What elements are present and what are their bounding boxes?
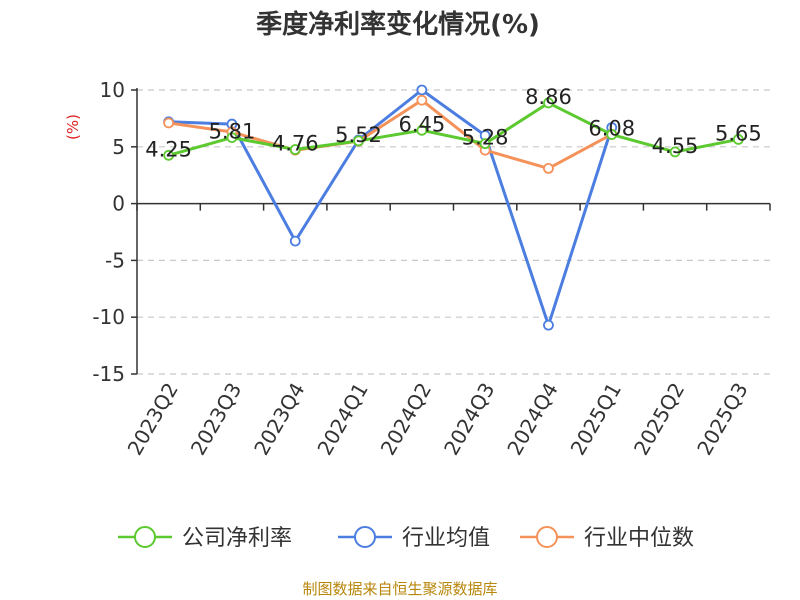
y-axis-label: (%): [64, 114, 82, 140]
series-point: [416, 94, 428, 106]
series-line: [168, 101, 739, 157]
x-tick-label: 2024Q3: [439, 379, 499, 460]
legend-label: 行业均值: [402, 526, 490, 551]
x-tick-label: 2025Q3: [692, 379, 752, 460]
x-tick-label: 2023Q2: [123, 379, 183, 460]
y-tick-label: 0: [112, 192, 125, 216]
series-point: [732, 134, 744, 145]
chart-title: 季度净利率变化情况(%): [256, 9, 540, 40]
y-tick-label: -5: [105, 248, 125, 272]
data-label: 5.81: [209, 120, 256, 144]
series-point: [226, 132, 238, 143]
legend-item: 公司净利率: [118, 526, 292, 551]
legend-item: 行业中位数: [520, 526, 694, 551]
series-point: [543, 162, 554, 174]
legend-label: 公司净利率: [182, 526, 292, 551]
legend-marker-icon: [134, 526, 156, 548]
data-label: 4.76: [272, 132, 319, 156]
x-tick-label: 2025Q1: [566, 379, 626, 460]
data-label: 5.28: [462, 126, 509, 150]
series-line: [168, 88, 614, 327]
legend-item: 行业均值: [338, 526, 490, 551]
data-label: 4.55: [652, 134, 699, 158]
data-label: 5.52: [335, 123, 382, 147]
data-label-layer: 4.25 5.81 4.76 5.52 6.45 5.28 8.86 6.08 4.55 5.65: [145, 85, 761, 161]
y-tick-label: -10: [92, 305, 125, 329]
series-point: [289, 235, 301, 247]
series-point: [289, 144, 301, 155]
legend-marker-icon: [536, 526, 558, 548]
x-tick-label: 2024Q2: [376, 379, 436, 460]
series-line: [168, 98, 613, 170]
data-label: 4.25: [145, 137, 192, 161]
series-point: [479, 138, 491, 150]
series-point: [163, 117, 175, 129]
legend-label: 行业中位数: [584, 526, 694, 551]
series-point: [353, 135, 364, 147]
y-tick-label: -15: [92, 362, 125, 386]
legend-marker-icon: [354, 526, 376, 548]
series-point: [543, 319, 554, 331]
x-tick-label: 2024Q1: [312, 379, 372, 460]
x-tick-label: 2025Q2: [629, 379, 689, 460]
series-point: [543, 97, 554, 109]
series-point: [416, 84, 428, 96]
source-note: 制图数据来自恒生聚源数据库: [302, 580, 497, 598]
x-tick-label: 2024Q4: [502, 379, 562, 460]
x-tick-label: 2023Q3: [186, 379, 246, 460]
series-point: [669, 146, 681, 158]
series-layer: [163, 84, 744, 331]
data-label: 8.86: [525, 85, 572, 109]
data-label: 5.65: [715, 121, 762, 145]
series-point: [416, 124, 428, 136]
data-label: 6.08: [588, 117, 635, 141]
x-tick-label: 2023Q4: [249, 379, 309, 460]
series-point: [606, 129, 618, 140]
data-label: 6.45: [398, 112, 445, 136]
y-tick-label: 5: [112, 135, 125, 159]
legend: 公司净利率 行业均值 行业中位数: [118, 526, 694, 551]
y-tick-label: 10: [100, 78, 125, 102]
series-point: [163, 149, 175, 161]
